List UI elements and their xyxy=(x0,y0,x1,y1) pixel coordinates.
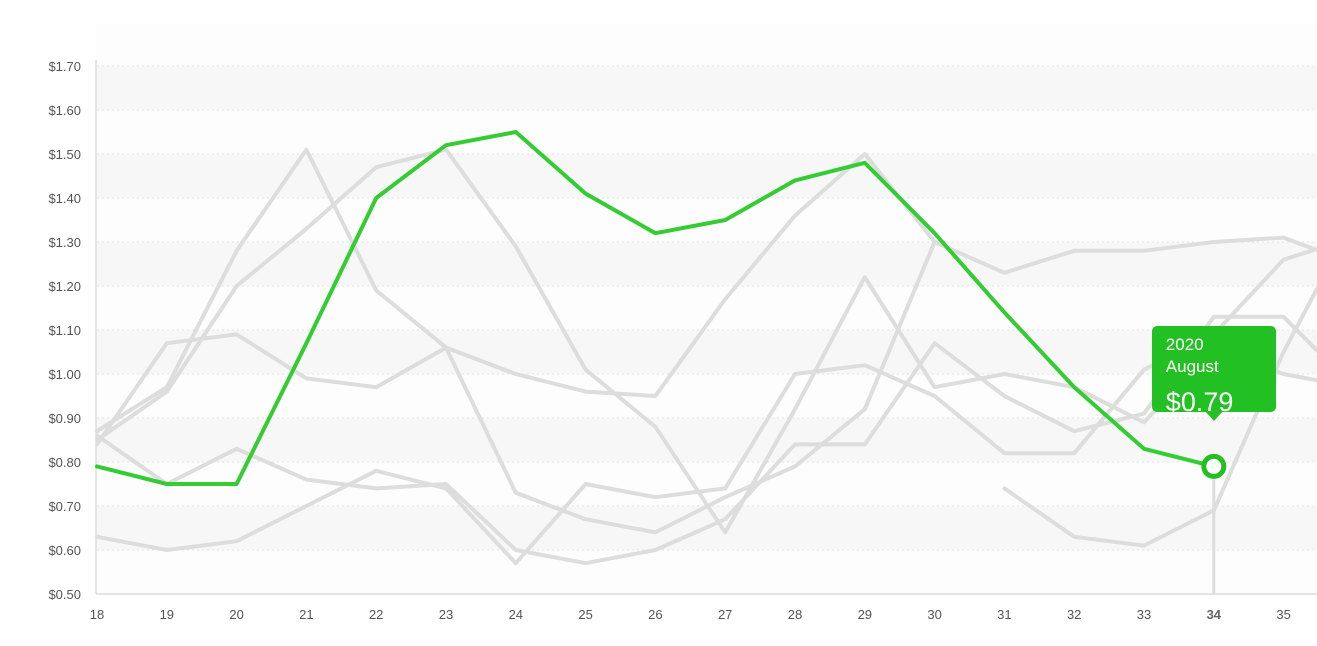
x-tick-label: 32 xyxy=(1067,607,1081,622)
x-tick-label: 24 xyxy=(509,607,523,622)
y-tick-label: $1.20 xyxy=(48,279,81,294)
series-line xyxy=(95,314,1317,566)
x-tick-label: 20 xyxy=(229,607,243,622)
x-tick-label: 29 xyxy=(858,607,872,622)
active-point-marker[interactable] xyxy=(1201,453,1227,479)
value-tooltip: 2020 August $0.79 xyxy=(1151,326,1276,422)
tooltip-pointer xyxy=(1204,411,1223,422)
y-tick-label: $0.80 xyxy=(48,455,81,470)
x-tick-label: 22 xyxy=(369,607,383,622)
x-tick-label: 27 xyxy=(718,607,732,622)
tooltip-month: August xyxy=(1165,357,1219,377)
x-tick-label: 19 xyxy=(160,607,174,622)
x-tick-label: 18 xyxy=(90,607,104,622)
series-line xyxy=(1002,284,1317,548)
y-tick-label: $0.70 xyxy=(48,499,81,514)
y-tick-label: $0.60 xyxy=(48,543,81,558)
tooltip-year: 2020 xyxy=(1165,335,1204,355)
y-tick-label: $1.40 xyxy=(48,191,81,206)
x-tick-label: 28 xyxy=(788,607,802,622)
y-tick-label: $1.00 xyxy=(48,367,81,382)
plot-band xyxy=(97,330,1317,374)
background-series xyxy=(95,147,1317,566)
y-tick-label: $1.10 xyxy=(48,323,81,338)
x-tick-label: 23 xyxy=(439,607,453,622)
series-line xyxy=(95,152,937,447)
y-tick-label: $1.70 xyxy=(48,59,81,74)
y-axis-ticks: $0.50 $0.60 $0.70 $0.80 $0.90 $1.00 $1.10 $1.20… xyxy=(48,59,81,602)
plot-bands xyxy=(97,66,1317,550)
x-tick-label: 35 xyxy=(1276,607,1290,622)
x-tick-label: 30 xyxy=(927,607,941,622)
highlighted-series xyxy=(95,130,1216,486)
y-tick-label: $1.30 xyxy=(48,235,81,250)
x-tick-label: 31 xyxy=(997,607,1011,622)
series-line xyxy=(95,147,1317,535)
highlighted-series-line xyxy=(95,130,1216,486)
x-tick-label: 33 xyxy=(1137,607,1151,622)
y-tick-label: $1.60 xyxy=(48,103,81,118)
x-axis-ticks: 18 19 20 21 22 23 24 25 26 27 28 29 30 31 32 33 34 35 xyxy=(90,607,1291,622)
plot-band xyxy=(97,66,1317,110)
y-tick-label: $0.50 xyxy=(48,587,81,602)
y-tick-label: $0.90 xyxy=(48,411,81,426)
series-line xyxy=(95,246,1317,566)
plot-background xyxy=(96,24,1317,594)
x-tick-label: 34 xyxy=(1207,607,1222,622)
x-tick-label: 25 xyxy=(578,607,592,622)
plot-band xyxy=(97,418,1317,462)
series-line xyxy=(95,147,1317,535)
x-tick-label: 21 xyxy=(299,607,313,622)
plot-band xyxy=(97,154,1317,198)
y-tick-label: $1.50 xyxy=(48,147,81,162)
x-tick-label: 26 xyxy=(648,607,662,622)
